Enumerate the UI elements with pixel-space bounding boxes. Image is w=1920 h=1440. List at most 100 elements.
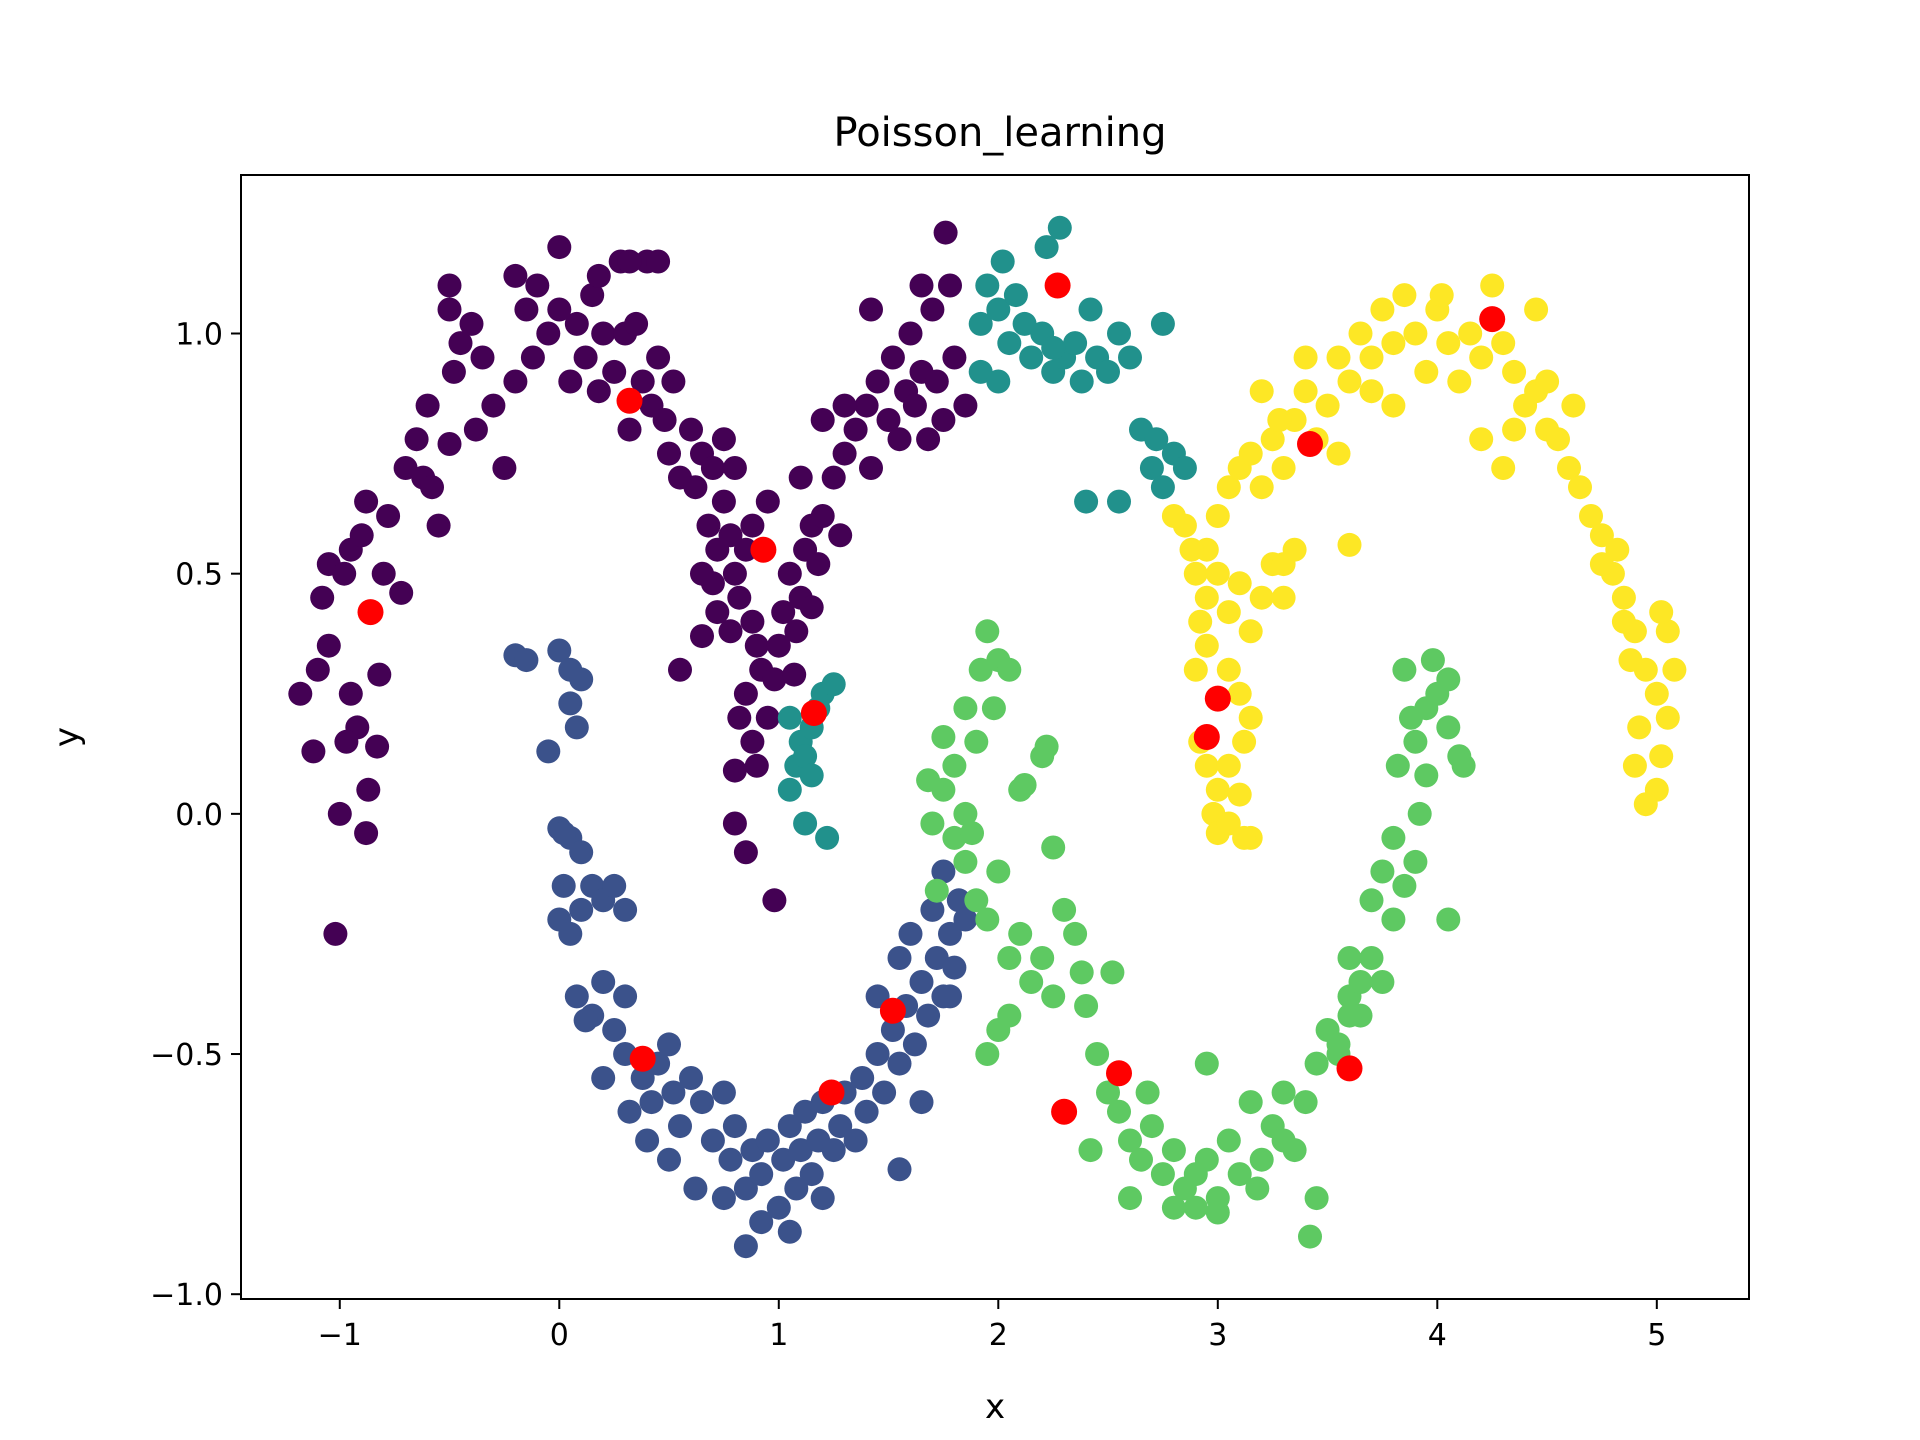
data-point-class-3 xyxy=(920,811,945,836)
data-point-class-4 xyxy=(1414,359,1439,384)
data-point-class-0 xyxy=(652,408,677,432)
data-point-class-4 xyxy=(1649,600,1674,625)
data-point-class-1 xyxy=(920,897,945,922)
data-point-class-1 xyxy=(924,946,949,970)
data-point-class-4 xyxy=(1491,331,1516,356)
data-point-class-3 xyxy=(953,696,978,721)
labeled-point xyxy=(1106,1060,1132,1087)
data-point-class-2 xyxy=(815,825,840,850)
plot-frame xyxy=(240,174,1750,1300)
data-point-class-3 xyxy=(1069,960,1094,985)
data-point-class-4 xyxy=(1627,715,1652,740)
data-point-class-0 xyxy=(788,465,813,490)
data-point-class-0 xyxy=(463,417,488,442)
data-point-class-1 xyxy=(755,1128,780,1153)
data-point-class-0 xyxy=(404,427,429,452)
labeled-point xyxy=(1051,1098,1078,1125)
data-point-class-0 xyxy=(740,729,765,754)
data-point-class-4 xyxy=(1271,456,1296,480)
data-point-class-1 xyxy=(793,1099,818,1124)
data-point-class-3 xyxy=(1216,1128,1241,1153)
data-point-class-4 xyxy=(1188,609,1213,634)
data-point-class-0 xyxy=(854,393,879,418)
data-point-class-4 xyxy=(1348,321,1373,346)
data-point-class-3 xyxy=(1227,1162,1252,1187)
data-point-class-4 xyxy=(1179,537,1204,562)
data-point-class-1 xyxy=(946,888,971,913)
data-point-class-3 xyxy=(981,696,1006,721)
data-point-class-1 xyxy=(909,970,934,994)
data-point-class-0 xyxy=(931,408,956,432)
data-point-class-1 xyxy=(733,1234,758,1259)
data-point-class-4 xyxy=(1662,657,1687,682)
data-point-class-1 xyxy=(810,1186,835,1211)
data-point-class-1 xyxy=(850,1066,875,1090)
data-point-class-0 xyxy=(316,633,341,658)
x-tick-label: 5 xyxy=(1647,1318,1666,1353)
data-point-class-0 xyxy=(744,633,769,658)
x-tick-label: 1 xyxy=(769,1318,788,1353)
data-point-class-3 xyxy=(1161,1195,1186,1220)
data-point-class-4 xyxy=(1205,504,1230,528)
data-point-class-1 xyxy=(613,984,638,1009)
data-point-class-4 xyxy=(1535,369,1560,394)
data-point-class-3 xyxy=(1420,648,1445,673)
data-point-class-1 xyxy=(828,1114,853,1139)
data-point-class-4 xyxy=(1480,273,1505,298)
data-point-class-4 xyxy=(1392,283,1417,308)
data-point-class-0 xyxy=(646,345,671,370)
data-point-class-0 xyxy=(437,297,462,322)
data-point-class-3 xyxy=(1304,1186,1329,1211)
data-point-class-4 xyxy=(1249,475,1274,500)
data-point-class-0 xyxy=(859,456,883,480)
data-point-class-0 xyxy=(305,657,330,682)
data-point-class-0 xyxy=(762,667,787,692)
labeled-point xyxy=(1336,1055,1363,1082)
data-point-class-2 xyxy=(1118,345,1142,370)
data-point-class-0 xyxy=(323,921,348,946)
data-point-class-1 xyxy=(679,1066,703,1090)
data-point-class-0 xyxy=(722,811,747,836)
data-point-class-4 xyxy=(1271,585,1296,610)
data-point-class-0 xyxy=(727,585,752,610)
data-point-class-3 xyxy=(1436,715,1461,740)
data-point-class-1 xyxy=(591,1066,616,1090)
data-point-class-0 xyxy=(393,456,418,480)
data-point-class-1 xyxy=(749,1162,774,1187)
data-point-class-1 xyxy=(788,1138,813,1163)
data-point-class-1 xyxy=(777,1114,802,1139)
data-point-class-0 xyxy=(740,513,765,538)
x-tick-label: 4 xyxy=(1428,1318,1447,1353)
data-point-class-1 xyxy=(683,1176,708,1201)
data-point-class-0 xyxy=(711,489,736,514)
data-point-class-0 xyxy=(718,619,743,644)
data-point-class-4 xyxy=(1359,345,1384,370)
data-point-class-0 xyxy=(865,369,890,394)
data-point-class-1 xyxy=(821,1138,846,1163)
data-point-class-2 xyxy=(1096,359,1120,384)
data-point-class-0 xyxy=(334,729,359,754)
data-point-class-1 xyxy=(887,946,912,970)
data-point-class-3 xyxy=(1245,1176,1270,1201)
data-point-class-3 xyxy=(916,768,941,793)
data-point-class-0 xyxy=(916,427,941,452)
data-point-class-3 xyxy=(1399,705,1423,730)
data-point-class-1 xyxy=(942,955,967,980)
data-point-class-0 xyxy=(700,456,725,480)
data-point-class-4 xyxy=(1216,811,1241,836)
data-point-class-1 xyxy=(938,921,962,946)
data-point-class-1 xyxy=(843,1128,868,1153)
data-point-class-3 xyxy=(1337,1003,1362,1028)
data-point-class-3 xyxy=(968,657,993,682)
data-point-class-1 xyxy=(931,859,956,884)
labeled-point xyxy=(800,700,827,726)
data-point-class-4 xyxy=(1524,297,1549,322)
data-point-class-0 xyxy=(755,705,780,730)
data-point-class-1 xyxy=(564,984,589,1009)
data-point-class-1 xyxy=(711,1186,736,1211)
data-point-class-3 xyxy=(1359,946,1384,970)
data-point-class-4 xyxy=(1502,417,1527,442)
data-point-class-3 xyxy=(1381,907,1406,932)
data-point-class-0 xyxy=(953,393,978,418)
data-point-class-0 xyxy=(525,273,550,298)
